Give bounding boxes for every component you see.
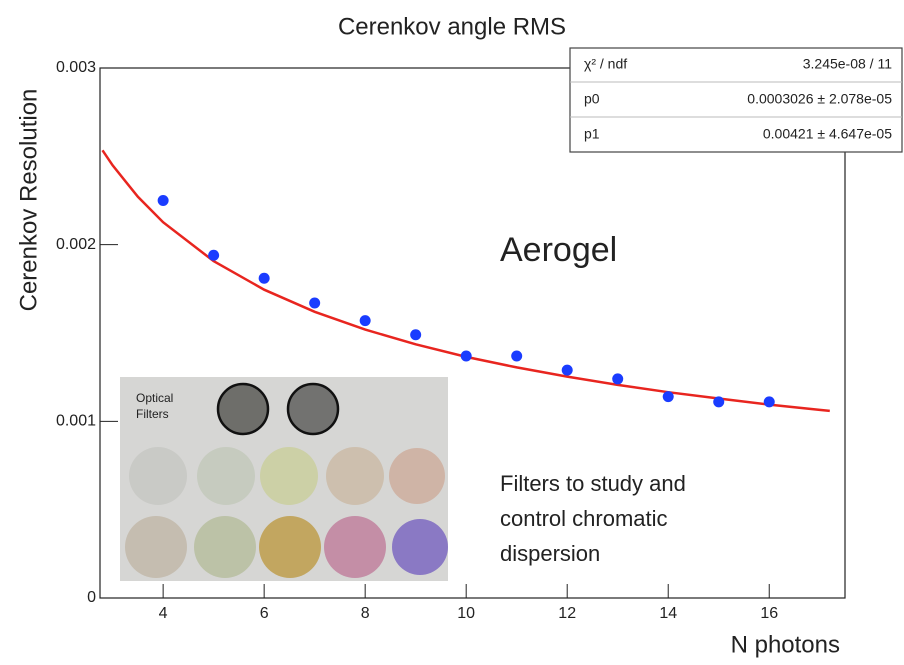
photo-label: Filters [136,407,169,421]
y-tick-label: 0.001 [56,413,96,430]
filter-disc [259,516,321,578]
x-tick-label: 4 [159,605,168,622]
photo-label: Optical [136,391,173,405]
y-tick-label: 0.003 [56,59,96,76]
stats-name: p0 [584,91,600,107]
data-point [258,272,270,284]
filter-disc [326,447,384,505]
data-point [157,195,169,206]
annotation: control chromatic [500,506,668,531]
x-tick-label: 14 [659,605,677,622]
x-tick-label: 8 [361,605,370,622]
filter-disc [129,447,187,505]
filter-disc [389,448,445,504]
data-point [713,396,725,408]
data-point [208,249,220,261]
stats-frame [569,47,903,153]
chart-title: Cerenkov angle RMS [338,13,566,40]
data-point [309,297,321,309]
stats-value: 0.0003026 ± 2.078e-05 [747,91,892,107]
plot-frame [99,67,846,599]
stats-name: χ² / ndf [584,56,627,72]
photo-inset [120,377,448,581]
filter-disc [216,382,270,436]
x-tick-label: 12 [558,605,576,622]
x-tick-label: 6 [260,605,269,622]
y-tick-label: 0.002 [56,236,96,253]
stats-value: 3.245e-08 / 11 [803,56,892,72]
y-axis-label: Cerenkov Resolution [15,89,42,312]
filter-disc [392,519,448,575]
data-point [511,350,523,362]
filter-disc [194,516,256,578]
fit-curve [101,149,830,413]
y-tick-label: 0 [87,589,96,606]
annotation: Filters to study and [500,471,686,496]
data-point [410,329,422,341]
x-tick-label: 10 [457,605,475,622]
x-axis-label: N photons [731,631,840,658]
data-point [662,391,674,403]
annotation: Aerogel [500,231,617,269]
stats-value: 0.00421 ± 4.647e-05 [763,126,892,142]
data-point [561,364,573,376]
stats-box [569,47,903,153]
filter-disc [286,382,340,436]
x-tick-label: 16 [760,605,778,622]
annotation: dispersion [500,541,600,566]
data-point [612,373,624,385]
filter-disc [260,447,318,505]
data-point [460,350,472,362]
filter-disc [324,516,386,578]
data-point [359,315,371,327]
data-point [763,396,775,408]
stats-name: p1 [584,126,600,142]
filter-disc [125,516,187,578]
filter-disc [197,447,255,505]
